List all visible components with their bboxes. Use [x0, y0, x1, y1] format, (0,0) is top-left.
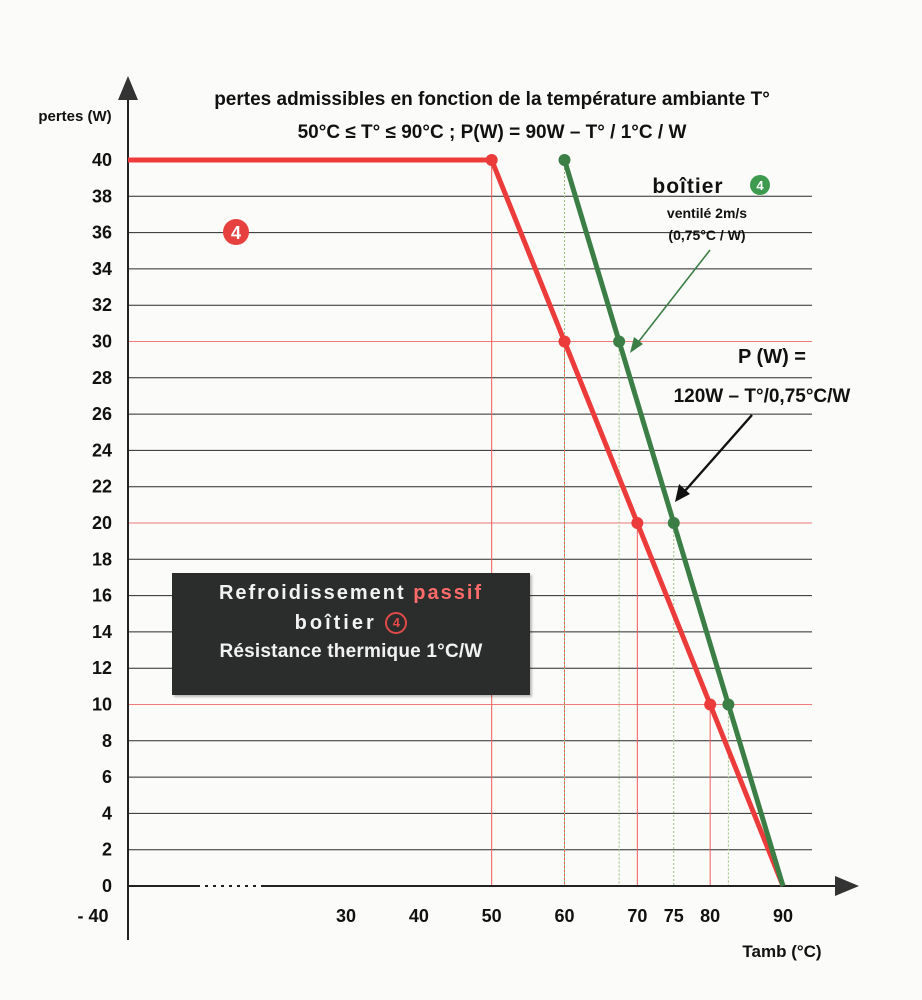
legend-line1-accent: passif [413, 582, 484, 604]
green-point [558, 154, 571, 166]
y-tick-label: 26 [92, 404, 112, 424]
y-tick-label: 40 [92, 150, 112, 170]
green-annotation-title: boîtier [652, 175, 723, 198]
series-line-red [128, 157, 786, 887]
y-tick-label: 24 [92, 440, 112, 460]
y-tick-label: 32 [92, 295, 112, 315]
chart-title: pertes admissibles en fonction de la tem… [214, 89, 770, 110]
y-tick-label: 22 [92, 477, 112, 497]
red-series-marker-circle [223, 219, 249, 245]
x-tick-label: 80 [700, 906, 720, 926]
grid [128, 159, 812, 851]
green-annotation-arrowhead [630, 337, 643, 353]
y-tick-label: 2 [102, 840, 112, 860]
green-point [613, 335, 626, 348]
green-annotation-line2: (0,75°C / W) [668, 227, 745, 243]
y-axis-label: pertes (W) [38, 108, 111, 125]
red-point [704, 698, 717, 711]
legend-line2-marker: 4 [385, 612, 408, 634]
y-axis-arrow [118, 76, 138, 100]
x-tick-label: - 40 [77, 906, 108, 926]
legend-line3: Résistance thermique 1°C/W [219, 641, 483, 662]
y-tick-label: 12 [92, 658, 112, 678]
legend-line2: boîtier [294, 612, 377, 634]
formula-line2: 120W – T°/0,75°C/W [674, 386, 851, 407]
x-tick-label: 90 [773, 906, 793, 926]
value-guides [491, 160, 729, 886]
green-annotation-arrow [635, 249, 711, 346]
y-tick-label: 4 [102, 803, 112, 823]
y-tick-label: 18 [92, 549, 112, 569]
formula-arrow [683, 414, 753, 493]
series [128, 154, 786, 887]
y-tick-label: 34 [92, 259, 112, 279]
x-tick-label: 70 [627, 906, 647, 926]
x-tick-label: 30 [336, 906, 356, 926]
x-axis-arrow [835, 876, 859, 896]
green-point [667, 517, 680, 529]
y-tick-label: 28 [92, 368, 112, 388]
formula-arrowhead [675, 484, 690, 502]
y-tick-label: 8 [102, 731, 112, 751]
y-tick-label: 14 [92, 622, 112, 642]
red-point [631, 517, 644, 529]
green-annotation-line1: ventilé 2m/s [667, 205, 747, 221]
y-tick-label: 20 [92, 513, 112, 533]
y-tick-label: 38 [92, 186, 112, 206]
y-tick-label: 0 [102, 876, 112, 896]
x-tick-label: 60 [554, 906, 574, 926]
green-point [722, 698, 735, 711]
red-point [485, 154, 498, 166]
legend-line1-a: Refroidissement [218, 582, 406, 604]
y-tick-label: 16 [92, 586, 112, 606]
green-annotation-marker-circle [750, 175, 770, 195]
y-tick-label: 10 [92, 695, 112, 715]
y-tick-label: 6 [102, 767, 112, 787]
x-tick-label: 75 [664, 906, 684, 926]
x-tick-label: 40 [409, 906, 429, 926]
red-point [558, 335, 571, 348]
green-annotation-marker-label: 4 [756, 178, 764, 193]
red-series-marker-label: 4 [231, 223, 241, 243]
x-axis-label: Tamb (°C) [742, 942, 821, 961]
formula-line1: P (W) = [738, 346, 806, 368]
x-tick-label: 50 [482, 906, 502, 926]
axes [118, 76, 859, 940]
y-tick-label: 30 [92, 332, 112, 352]
chart-subtitle: 50°C ≤ T° ≤ 90°C ; P(W) = 90W – T° / 1°C… [298, 122, 687, 143]
legend-box: Refroidissement passif boîtier 4 Résista… [172, 573, 530, 695]
y-tick-label: 36 [92, 223, 112, 243]
